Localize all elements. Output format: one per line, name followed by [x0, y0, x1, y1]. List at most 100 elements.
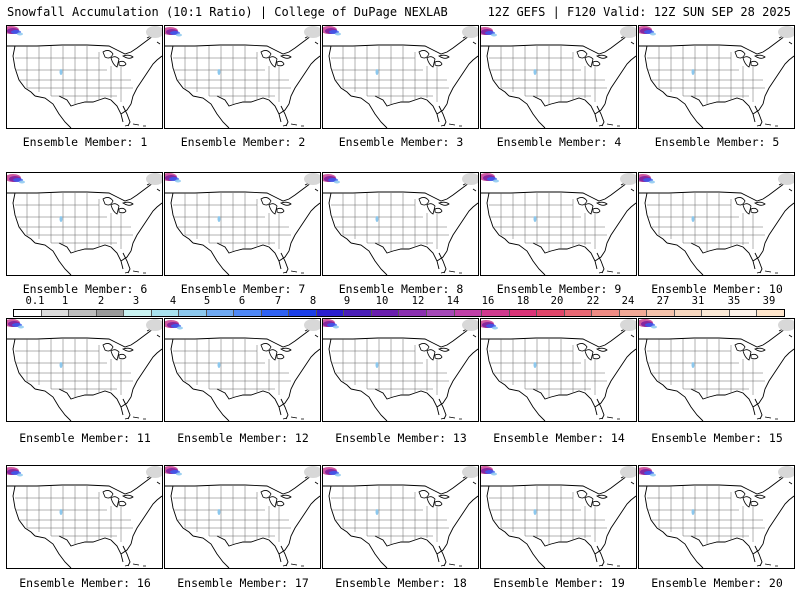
- ensemble-map-13: [322, 318, 479, 422]
- snowfall-area: [175, 179, 181, 183]
- colorbar-tick-label: 4: [169, 295, 177, 307]
- colorbar-tick-label: 39: [762, 295, 776, 307]
- ensemble-map-8: [322, 172, 479, 276]
- member-label: Ensemble Member: 11: [19, 431, 151, 445]
- snowfall-area: [334, 180, 340, 184]
- basemap-outline: [481, 324, 636, 421]
- basemap-svg: [7, 26, 162, 128]
- colorbar-tick-label: 18: [516, 295, 530, 307]
- basemap-outline: [481, 178, 636, 275]
- colorbar-swatch: [564, 310, 593, 316]
- colorbar-tick-label: 35: [727, 295, 741, 307]
- member-label: Ensemble Member: 20: [651, 576, 783, 590]
- colorbar-swatch: [537, 310, 565, 316]
- colorbar-tick-label: 5: [203, 295, 211, 307]
- snowfall-area-arctic: [304, 466, 320, 478]
- ensemble-map-7: [164, 172, 321, 276]
- snowfall-area-rockies: [533, 216, 537, 222]
- member-label: Ensemble Member: 18: [335, 576, 467, 590]
- snowfall-area: [19, 180, 25, 184]
- member-label: Ensemble Member: 9: [496, 282, 622, 296]
- basemap-svg: [323, 466, 478, 568]
- ensemble-map-12: [164, 318, 321, 422]
- basemap-outline: [165, 31, 320, 128]
- basemap-svg: [639, 173, 794, 275]
- snowfall-area: [649, 180, 655, 184]
- snowfall-area: [335, 473, 341, 477]
- snowfall-area-rockies: [533, 362, 537, 368]
- colorbar-swatch: [179, 310, 207, 316]
- colorbar-swatch: [261, 310, 290, 316]
- snowfall-area-arctic: [146, 466, 162, 478]
- basemap-outline: [323, 178, 478, 275]
- ensemble-map-11: [6, 318, 163, 422]
- snowfall-area: [491, 472, 497, 476]
- member-label: Ensemble Member: 12: [177, 431, 309, 445]
- snowfall-area-arctic: [462, 173, 478, 185]
- colorbar-swatch: [124, 310, 152, 316]
- colorbar-swatch: [757, 310, 784, 316]
- colorbar-swatch: [454, 310, 483, 316]
- snowfall-area: [651, 325, 657, 329]
- colorbar-tick-labels: 0.1 1 2 3 4 5 6 7 8 9 10 12 14 16 18 20 22 24 27 31 35 39: [13, 296, 785, 308]
- colorbar-tick-label: 22: [586, 295, 600, 307]
- colorbar-swatch: [344, 310, 372, 316]
- basemap-svg: [7, 173, 162, 275]
- snowfall-area-arctic: [778, 173, 794, 185]
- colorbar-swatch: [702, 310, 730, 316]
- basemap-svg: [639, 319, 794, 421]
- snowfall-area-rockies: [217, 509, 221, 515]
- colorbar-swatch: [674, 310, 703, 316]
- snowfall-area: [335, 32, 341, 36]
- map-title: Snowfall Accumulation (10:1 Ratio) | Col…: [7, 5, 448, 19]
- snowfall-area-rockies: [375, 216, 379, 222]
- snowfall-area-rockies: [59, 362, 63, 368]
- snowfall-area-rockies: [217, 216, 221, 222]
- colorbar-swatch: [647, 310, 675, 316]
- snowfall-area-arctic: [620, 173, 636, 185]
- snowfall-area-arctic: [462, 319, 478, 331]
- snowfall-area-rockies: [217, 69, 221, 75]
- snowfall-area-rockies: [691, 362, 695, 368]
- snowfall-area: [17, 473, 23, 477]
- colorbar-tick-label: 10: [375, 295, 389, 307]
- basemap-outline: [481, 31, 636, 128]
- basemap-outline: [639, 471, 794, 568]
- snowfall-area-arctic: [778, 319, 794, 331]
- snowfall-area-rockies: [533, 69, 537, 75]
- colorbar-swatch: [592, 310, 620, 316]
- snowfall-area-arctic: [620, 26, 636, 38]
- member-label: Ensemble Member: 3: [338, 135, 464, 149]
- ensemble-map-14: [480, 318, 637, 422]
- ensemble-map-2: [164, 25, 321, 129]
- snowfall-area-rockies: [691, 216, 695, 222]
- snowfall-area: [17, 32, 23, 36]
- basemap-svg: [7, 319, 162, 421]
- basemap-svg: [639, 466, 794, 568]
- ensemble-map-3: [322, 25, 479, 129]
- basemap-outline: [323, 324, 478, 421]
- snowfall-area-rockies: [59, 509, 63, 515]
- member-label: Ensemble Member: 7: [180, 282, 306, 296]
- basemap-outline: [7, 31, 162, 128]
- ensemble-map-17: [164, 465, 321, 569]
- basemap-outline: [7, 471, 162, 568]
- snowfall-area-rockies: [59, 216, 63, 222]
- member-label: Ensemble Member: 16: [19, 576, 151, 590]
- basemap-svg: [639, 26, 794, 128]
- snowfall-area-rockies: [217, 362, 221, 368]
- snowfall-area-arctic: [778, 466, 794, 478]
- member-label: Ensemble Member: 15: [651, 431, 783, 445]
- colorbar-swatch: [371, 310, 400, 316]
- ensemble-map-10: [638, 172, 795, 276]
- ensemble-map-5: [638, 25, 795, 129]
- colorbar-swatch: [41, 310, 70, 316]
- member-label: Ensemble Member: 14: [493, 431, 625, 445]
- snowfall-area-rockies: [59, 69, 63, 75]
- basemap-svg: [481, 173, 636, 275]
- basemap-svg: [481, 26, 636, 128]
- colorbar-swatch: [316, 310, 345, 316]
- colorbar-swatch: [482, 310, 510, 316]
- ensemble-map-4: [480, 25, 637, 129]
- snowfall-area: [491, 33, 497, 37]
